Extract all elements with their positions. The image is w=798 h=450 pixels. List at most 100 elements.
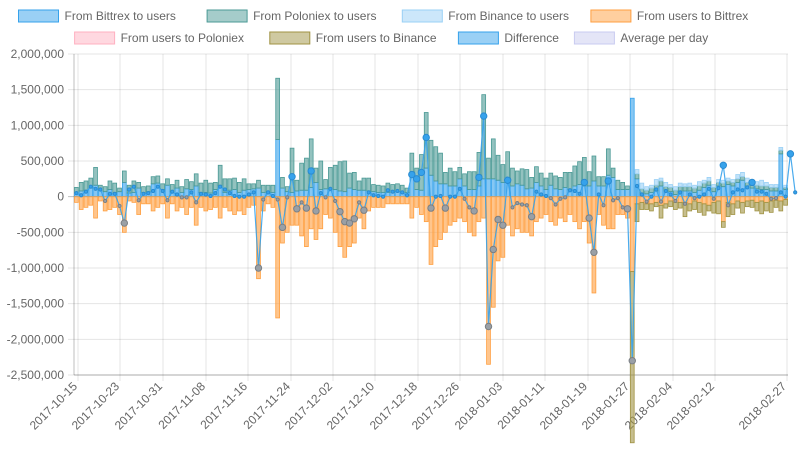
point-difference [170,189,175,194]
point-difference [275,197,280,202]
bar-from-bittrex-to-users [625,189,630,198]
bar-from-poloniex-to-users [682,186,688,192]
point-difference [254,264,263,272]
point-difference [146,191,151,196]
bar-from-binance-to-users [658,177,664,182]
bar-from-poloniex-to-users [558,177,563,190]
point-difference [590,248,598,257]
point-difference [553,202,558,207]
point-difference [174,192,180,197]
bar-from-users-to-binance [735,200,741,209]
point-difference [323,195,328,200]
bar-from-bittrex-to-users [553,188,558,198]
point-difference [654,187,659,192]
bar-from-users-to-bittrex [404,196,410,205]
bar-from-poloniex-to-users [112,182,118,193]
bar-from-users-to-bittrex [524,196,530,233]
legend-label-average-per-day[interactable]: Average per day [620,31,708,45]
point-difference [74,191,79,196]
bar-from-poloniex-to-users [701,182,707,188]
bar-from-poloniex-to-users [371,184,376,193]
point-difference [489,245,497,254]
y-tick-label: -2,000,000 [7,332,65,346]
bar-from-bittrex-to-users [778,153,784,198]
bar-from-users-to-bittrex [145,196,151,205]
bar-from-poloniex-to-users [232,177,237,190]
point-difference [390,189,395,194]
legend-swatch-from-poloniex-to-users[interactable] [206,9,248,23]
bar-from-poloniex-to-users [534,166,539,183]
bar-from-poloniex-to-users [275,77,280,141]
point-difference [400,190,405,195]
point-difference [371,193,376,198]
bar-from-bittrex-to-users [294,190,300,198]
bar-from-users-to-binance [668,200,673,208]
bar-from-poloniex-to-users [740,176,745,181]
bar-from-users-to-binance [673,201,678,210]
bar-from-bittrex-to-users [308,186,314,198]
point-difference [764,191,769,196]
bar-from-users-to-bittrex [98,196,103,202]
bar-from-poloniex-to-users [280,177,285,189]
bar-from-poloniex-to-users [500,164,506,183]
bar-from-poloniex-to-users [356,180,362,191]
y-tick-label: -500,000 [17,225,65,239]
bar-from-users-to-bittrex [653,196,659,203]
point-difference [634,183,640,189]
bar-from-bittrex-to-users [256,187,261,198]
legend-swatch-from-users-to-poloniex[interactable] [74,31,116,45]
legend-swatch-from-users-to-binance[interactable] [269,31,311,45]
point-difference [457,186,462,191]
bar-from-users-to-bittrex [720,196,726,223]
bar-from-users-to-bittrex [395,196,400,205]
point-difference [189,190,194,195]
bar-from-users-to-bittrex [572,196,578,223]
legend-swatch-from-users-to-bittrex[interactable] [590,9,632,23]
point-difference [510,205,515,210]
legend-swatch-difference[interactable] [457,31,499,45]
point-difference [160,188,165,194]
bar-from-binance-to-users [663,181,669,188]
legend-label-from-binance-to-users[interactable]: From Binance to users [448,9,569,23]
point-difference [735,187,740,192]
bar-from-bittrex-to-users [193,185,199,198]
bar-from-users-to-binance [687,203,693,212]
legend-label-from-users-to-bittrex[interactable]: From users to Bittrex [637,9,748,23]
legend-swatch-from-bittrex-to-users[interactable] [18,9,59,23]
legend-label-difference[interactable]: Difference [504,31,559,45]
point-difference [165,198,170,203]
bar-from-poloniex-to-users [189,181,194,190]
bar-from-users-to-bittrex [764,196,769,203]
bar-from-poloniex-to-users [174,179,180,189]
bar-from-users-to-bittrex [342,196,348,258]
bar-from-binance-to-users [697,181,702,187]
bar-from-users-to-bittrex [740,196,745,203]
bar-from-bittrex-to-users [342,191,348,198]
y-tick-label: 1,000,000 [11,118,65,132]
bar-from-users-to-bittrex [169,196,175,205]
bar-from-users-to-bittrex [189,196,194,208]
bar-from-users-to-bittrex [562,196,568,223]
bar-from-poloniex-to-users [443,172,448,185]
bar-from-bittrex-to-users [529,187,534,198]
bar-from-users-to-bittrex [371,196,376,208]
bar-from-binance-to-users [764,181,769,187]
bar-from-users-to-bittrex [677,196,683,203]
bar-from-poloniex-to-users [375,184,381,193]
bar-from-users-to-bittrex [102,196,108,212]
point-difference [208,193,213,199]
legend-swatch-average-per-day[interactable] [573,31,615,45]
legend-label-from-users-to-binance[interactable]: From users to Binance [316,31,437,45]
bar-from-poloniex-to-users [692,187,697,193]
point-difference [93,186,98,191]
legend-label-from-bittrex-to-users[interactable]: From Bittrex to users [65,9,176,23]
bar-from-binance-to-users [692,184,697,189]
point-difference [678,190,683,195]
point-difference [395,188,400,194]
bar-from-binance-to-users [687,182,693,188]
legend-label-from-poloniex-to-users[interactable]: From Poloniex to users [253,9,376,23]
bar-from-bittrex-to-users [117,191,122,198]
legend-swatch-from-binance-to-users[interactable] [401,9,443,23]
legend-label-from-users-to-poloniex[interactable]: From users to Poloniex [121,31,244,45]
bar-from-bittrex-to-users [131,191,137,198]
